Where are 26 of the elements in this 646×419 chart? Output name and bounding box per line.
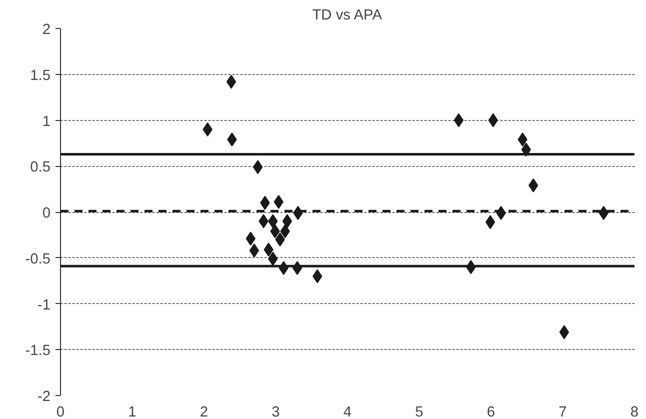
y-tick-label: 0.5 — [30, 160, 50, 176]
y-tick-label: 2 — [42, 22, 51, 38]
x-tick-label: 0 — [56, 404, 65, 419]
x-tick-label: 6 — [486, 404, 496, 419]
x-tick-label: 1 — [128, 404, 136, 419]
x-tick-label: 7 — [558, 404, 567, 419]
x-tick-label: 8 — [630, 404, 639, 419]
y-tick-label: 1.5 — [30, 68, 50, 84]
y-tick-label: 1 — [42, 114, 51, 130]
y-tick-label: -2 — [37, 389, 51, 405]
point — [485, 215, 496, 230]
y-tick-label: -1.5 — [25, 343, 51, 360]
point — [454, 113, 464, 128]
chart-title: TD vs APA — [312, 8, 382, 24]
point — [252, 160, 263, 174]
y-tick-label: -1 — [37, 297, 51, 314]
x-tick-label: 3 — [272, 404, 280, 419]
point — [249, 244, 260, 258]
y-tick-label: -0.5 — [25, 251, 51, 268]
x-tick-label: 4 — [343, 404, 352, 419]
point — [282, 214, 292, 228]
point — [226, 74, 236, 89]
x-tick-label: 5 — [415, 404, 424, 419]
point — [559, 325, 570, 340]
y-tick-label: 0 — [42, 206, 51, 222]
x-tick-label: 2 — [200, 404, 208, 419]
